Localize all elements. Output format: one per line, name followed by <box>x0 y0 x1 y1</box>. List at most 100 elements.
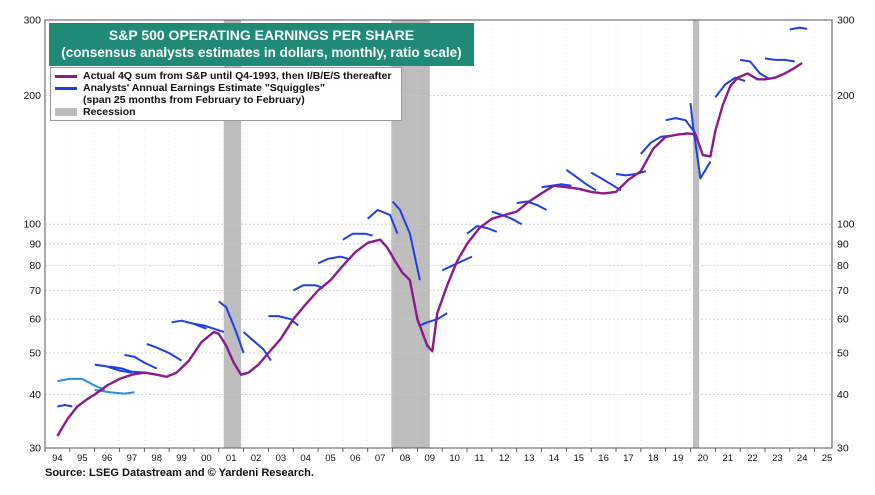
squiggle-line-1 <box>57 377 106 391</box>
squiggle-line-6 <box>146 343 183 362</box>
x-tick-label-2016: 16 <box>598 453 609 464</box>
legend-item-actual: Actual 4Q sum from S&P until Q4-1993, th… <box>55 70 397 82</box>
x-tick-label-2006: 06 <box>350 453 361 464</box>
squiggle-line-0 <box>57 404 73 408</box>
squiggle-line-23 <box>565 168 597 192</box>
y-tick-label-right-80: 80 <box>837 260 849 272</box>
x-tick-label-2019: 19 <box>673 453 684 464</box>
x-tick-label-1997: 97 <box>127 453 138 464</box>
x-tick-label-2009: 09 <box>425 453 436 464</box>
squiggle-line-12 <box>292 284 324 292</box>
x-tick-label-1998: 98 <box>151 453 162 464</box>
x-tick-label-2010: 10 <box>449 453 460 464</box>
source-note: Source: LSEG Datastream and © Yardeni Re… <box>45 467 314 479</box>
chart-subtitle: (consensus analysts estimates in dollars… <box>61 45 462 60</box>
y-tick-label-right-90: 90 <box>837 238 849 250</box>
y-tick-label-left-80: 80 <box>29 260 41 272</box>
x-tick-label-2024: 24 <box>797 453 808 464</box>
legend-item-squiggle: Analysts' Annual Earnings Estimate "Squi… <box>55 82 397 106</box>
legend-label-recession: Recession <box>83 106 136 118</box>
squiggle-line-3 <box>94 388 135 395</box>
squiggle-line-32 <box>789 26 808 31</box>
squiggle-line-21 <box>516 200 547 211</box>
legend-label-squiggle: Analysts' Annual Earnings Estimate "Squi… <box>83 82 325 94</box>
x-tick-label-2012: 12 <box>499 453 510 464</box>
plot-frame <box>44 19 833 449</box>
legend-label-actual: Actual 4Q sum from S&P until Q4-1993, th… <box>83 70 392 82</box>
x-tick-label-2007: 07 <box>375 453 386 464</box>
x-tick-label-2003: 03 <box>276 453 287 464</box>
squiggle-line-11 <box>268 315 299 327</box>
y-tick-label-left-30: 30 <box>29 443 41 455</box>
legend-item-recession: Recession <box>55 106 397 118</box>
legend-swatch-actual <box>55 75 77 78</box>
x-tick-label-2008: 08 <box>400 453 411 464</box>
y-tick-label-left-300: 300 <box>23 15 41 27</box>
y-tick-label-right-50: 50 <box>837 348 849 360</box>
y-tick-label-left-100: 100 <box>23 219 41 231</box>
chart-title-box: S&P 500 OPERATING EARNINGS PER SHARE (co… <box>49 23 474 66</box>
legend-label-squiggle-span: (span 25 months from February to Februar… <box>83 94 305 106</box>
squiggle-line-28 <box>689 102 712 180</box>
legend-swatch-recession <box>55 108 77 116</box>
y-tick-label-left-50: 50 <box>29 348 41 360</box>
squiggle-line-14 <box>342 232 373 241</box>
squiggle-line-13 <box>317 255 349 265</box>
squiggle-line-9 <box>218 300 245 354</box>
squiggle-line-30 <box>739 58 771 81</box>
squiggle-line-7 <box>171 319 207 330</box>
x-tick-label-1994: 94 <box>52 453 63 464</box>
actual-eps-line <box>56 61 803 437</box>
x-tick-label-1999: 99 <box>176 453 187 464</box>
x-tick-label-2015: 15 <box>573 453 584 464</box>
x-tick-label-2022: 22 <box>747 453 758 464</box>
chart-legend: Actual 4Q sum from S&P until Q4-1993, th… <box>50 67 402 121</box>
x-tick-label-1995: 95 <box>77 453 88 464</box>
x-tick-label-1996: 96 <box>102 453 113 464</box>
squiggle-line-17 <box>419 312 448 327</box>
x-tick-label-2023: 23 <box>772 453 783 464</box>
squiggle-line-4 <box>109 365 145 374</box>
x-tick-label-2021: 21 <box>722 453 733 464</box>
x-tick-label-2018: 18 <box>648 453 659 464</box>
squiggle-line-15 <box>367 208 399 235</box>
recession-band-2 <box>692 20 700 448</box>
squiggle-line-24 <box>590 171 622 192</box>
x-tick-label-2020: 20 <box>698 453 709 464</box>
x-tick-label-2025: 25 <box>822 453 833 464</box>
x-tick-label-2011: 11 <box>475 453 485 464</box>
recession-band-0 <box>223 20 242 448</box>
y-tick-label-right-70: 70 <box>837 285 849 297</box>
chart-title: S&P 500 OPERATING EARNINGS PER SHARE <box>108 27 415 43</box>
squiggle-line-8 <box>193 322 225 333</box>
squiggle-line-29 <box>714 76 746 98</box>
y-tick-label-left-90: 90 <box>29 238 41 250</box>
squiggle-line-20 <box>491 210 523 226</box>
y-tick-label-left-60: 60 <box>29 314 41 326</box>
squiggle-line-31 <box>764 57 795 63</box>
y-tick-label-right-200: 200 <box>837 90 855 102</box>
y-tick-label-right-40: 40 <box>837 389 849 401</box>
x-tick-label-2001: 01 <box>226 453 237 464</box>
squiggle-line-5 <box>124 353 158 370</box>
x-tick-label-2002: 02 <box>251 453 262 464</box>
y-tick-label-left-70: 70 <box>29 285 41 297</box>
x-tick-label-2005: 05 <box>325 453 336 464</box>
x-tick-label-2017: 17 <box>623 453 634 464</box>
x-tick-label-2000: 00 <box>201 453 212 464</box>
legend-swatch-squiggle <box>55 87 77 90</box>
squiggle-line-27 <box>665 117 697 135</box>
y-tick-label-right-300: 300 <box>837 15 855 27</box>
y-tick-label-right-60: 60 <box>837 314 849 326</box>
y-tick-label-left-200: 200 <box>23 90 41 102</box>
squiggle-line-2 <box>94 363 133 374</box>
squiggle-line-16 <box>391 200 421 281</box>
y-tick-label-right-30: 30 <box>837 443 849 455</box>
x-tick-label-2004: 04 <box>300 453 311 464</box>
legend-squiggle-text: Analysts' Annual Earnings Estimate "Squi… <box>83 82 325 106</box>
x-tick-label-2014: 14 <box>549 453 560 464</box>
x-tick-label-2013: 13 <box>524 453 535 464</box>
y-tick-label-right-100: 100 <box>837 219 855 231</box>
